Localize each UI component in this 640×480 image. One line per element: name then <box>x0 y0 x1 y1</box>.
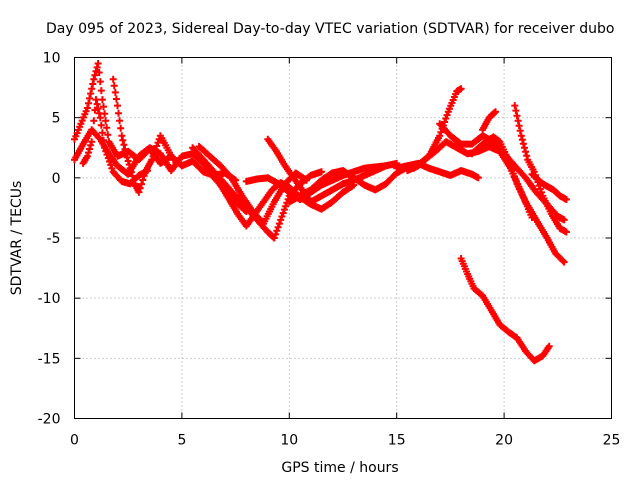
series-markers <box>528 170 570 203</box>
series-markers <box>457 255 553 365</box>
x-tick-label: 25 <box>603 433 621 449</box>
y-tick-label: -15 <box>38 351 61 367</box>
data-series <box>79 96 151 188</box>
data-series <box>403 85 465 175</box>
y-tick-label: 0 <box>52 171 61 187</box>
data-series <box>528 170 570 203</box>
y-tick-label: 5 <box>52 111 61 127</box>
series-layer <box>71 60 570 365</box>
x-tick-label: 10 <box>280 433 298 449</box>
x-tick-label: 15 <box>388 433 406 449</box>
series-markers <box>468 133 568 266</box>
y-axis-ticks: -20 -15 -10 -5 0 5 10 <box>38 51 612 428</box>
y-tick-label: 10 <box>43 51 61 67</box>
series-markers <box>479 108 499 134</box>
x-tick-label: 20 <box>495 433 513 449</box>
data-series <box>242 162 390 203</box>
x-axis-ticks: 0 5 10 15 20 25 <box>70 57 621 449</box>
data-series <box>71 60 240 184</box>
series-markers <box>79 96 151 188</box>
data-series <box>457 255 553 365</box>
x-tick-label: 0 <box>70 433 79 449</box>
data-series <box>468 133 568 266</box>
grid-lines <box>74 57 612 419</box>
y-tick-label: -10 <box>38 291 61 307</box>
y-tick-label: -5 <box>47 231 61 247</box>
series-markers <box>242 162 390 203</box>
data-series <box>479 108 499 134</box>
y-axis-label: SDTVAR / TECUs <box>9 181 25 296</box>
series-markers <box>403 85 465 175</box>
x-tick-label: 5 <box>177 433 186 449</box>
y-tick-label: -20 <box>38 412 61 428</box>
series-markers <box>71 60 240 184</box>
x-axis-label: GPS time / hours <box>281 460 398 476</box>
chart-title: Day 095 of 2023, Sidereal Day-to-day VTE… <box>46 21 614 37</box>
